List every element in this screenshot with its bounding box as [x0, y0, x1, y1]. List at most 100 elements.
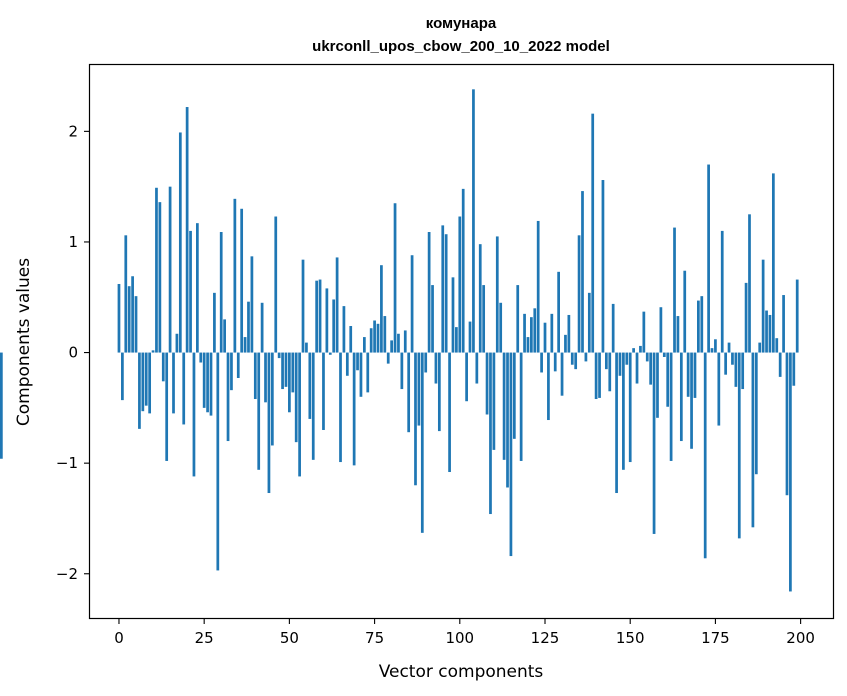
bar: [437, 352, 441, 432]
bar: [165, 352, 169, 461]
bar: [587, 292, 591, 353]
bar: [604, 352, 608, 370]
bar: [328, 352, 332, 355]
bar: [581, 191, 584, 353]
bar: [594, 352, 598, 400]
bar: [465, 352, 468, 402]
bar: [117, 283, 121, 353]
bar: [707, 164, 710, 353]
x-tick-label: 100: [445, 629, 474, 647]
bar: [567, 314, 571, 353]
bar: [536, 220, 540, 353]
bar: [693, 352, 697, 398]
x-tick-label: 25: [195, 629, 214, 647]
bar: [410, 255, 414, 353]
bar: [403, 330, 407, 353]
bar: [424, 352, 428, 373]
bar: [397, 333, 400, 353]
x-tick-label: 150: [616, 629, 645, 647]
bar: [318, 279, 322, 353]
bar: [414, 352, 417, 486]
bar: [547, 352, 550, 421]
bar: [700, 296, 704, 353]
bar: [639, 345, 642, 353]
bar: [134, 296, 138, 353]
bar: [400, 352, 404, 390]
bar: [748, 214, 751, 353]
bar: [530, 317, 533, 353]
bar: [724, 352, 728, 375]
bar: [697, 300, 700, 353]
bar: [492, 352, 496, 450]
bar: [230, 352, 233, 391]
bar: [131, 276, 134, 353]
bar: [782, 295, 785, 353]
x-tick-label: 50: [280, 629, 299, 647]
y-tick-label: −1: [56, 454, 78, 472]
bar: [383, 316, 387, 353]
bar: [751, 352, 755, 528]
bar: [526, 337, 530, 353]
bar: [274, 216, 278, 353]
bar: [553, 352, 557, 372]
bar: [298, 352, 301, 477]
bar: [686, 352, 690, 397]
bar: [277, 352, 281, 359]
bar: [264, 352, 267, 403]
bar: [598, 352, 601, 398]
bar: [148, 352, 152, 414]
bar: [461, 188, 465, 353]
bar: [656, 352, 659, 418]
bar: [564, 334, 567, 353]
bar: [509, 352, 513, 557]
bar: [247, 301, 250, 353]
bar: [301, 259, 305, 353]
bar: [560, 352, 564, 396]
bar: [369, 328, 373, 353]
chart-subtitle: ukrconll_upos_cbow_200_10_2022 model: [312, 38, 610, 55]
bar: [356, 352, 359, 371]
bar: [349, 326, 353, 353]
bar: [625, 352, 629, 365]
bar: [250, 256, 254, 353]
y-tick-label: −2: [56, 565, 78, 583]
bar: [789, 352, 792, 592]
bar: [550, 313, 554, 353]
bar: [785, 352, 789, 496]
bar: [192, 352, 196, 477]
y-tick-label: 2: [68, 122, 78, 140]
bar: [506, 352, 509, 488]
bar: [291, 352, 295, 393]
bar: [240, 208, 244, 353]
bar: [151, 350, 155, 353]
bar: [236, 352, 240, 378]
bar: [0, 352, 3, 459]
bar: [196, 223, 199, 353]
bar: [141, 352, 145, 412]
bar: [775, 338, 779, 353]
bar: [345, 352, 349, 376]
bar: [270, 352, 274, 446]
bar: [622, 352, 625, 470]
bar: [557, 271, 560, 353]
bar: [138, 352, 141, 429]
bar: [335, 257, 339, 353]
bar: [325, 288, 329, 353]
bar: [284, 352, 288, 387]
bar: [294, 352, 298, 443]
bar: [710, 348, 714, 353]
bar: [591, 113, 595, 353]
bar: [703, 352, 707, 559]
bar: [608, 352, 612, 392]
bar: [315, 280, 319, 353]
x-axis-ticks: 0 25 50 75 100 125 150 175 200: [114, 618, 815, 647]
bar: [584, 352, 588, 362]
bar: [690, 352, 693, 449]
bar: [574, 352, 578, 370]
bar: [611, 303, 615, 353]
chart-title: комунара: [426, 15, 497, 32]
bar: [243, 337, 247, 353]
bar: [441, 225, 445, 353]
bar: [434, 352, 438, 384]
